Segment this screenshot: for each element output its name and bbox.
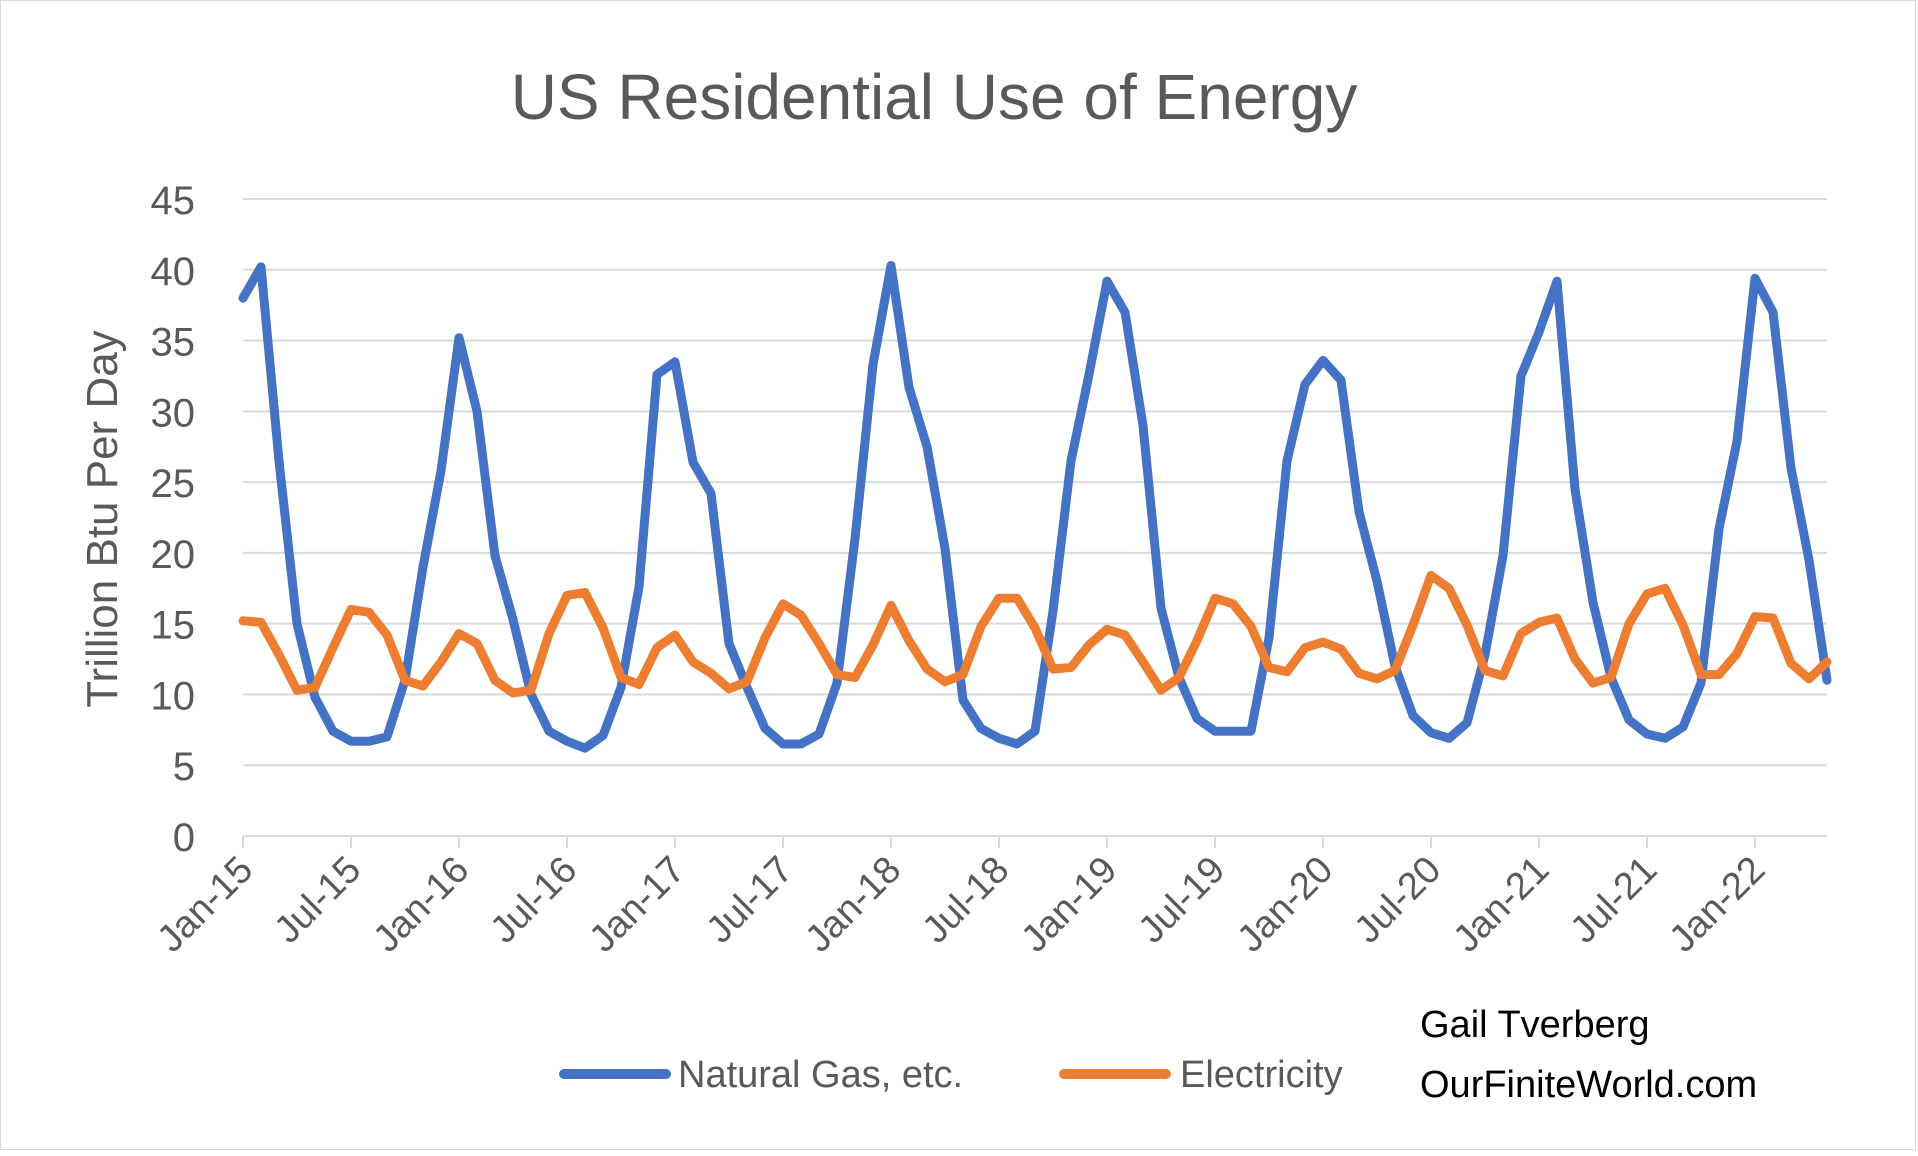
legend: Natural Gas, etc. Electricity xyxy=(559,1054,1343,1096)
x-tick-label: Jan-20 xyxy=(1229,849,1341,961)
x-tick-label: Jul-21 xyxy=(1562,849,1665,952)
y-tick-label: 5 xyxy=(173,745,195,789)
legend-label-electricity: Electricity xyxy=(1180,1054,1343,1096)
x-tick-label: Jan-15 xyxy=(149,849,261,961)
x-tick-label: Jul-16 xyxy=(482,849,585,952)
author-name: Gail Tverberg xyxy=(1420,1004,1650,1046)
x-tick-label: Jul-18 xyxy=(914,849,1017,952)
y-tick-label: 0 xyxy=(173,816,195,860)
y-tick-label: 40 xyxy=(151,250,196,294)
y-tick-label: 25 xyxy=(151,462,196,506)
x-tick-label: Jul-15 xyxy=(266,849,369,952)
x-tick-label: Jul-19 xyxy=(1130,849,1233,952)
x-tick-label: Jan-16 xyxy=(365,849,477,961)
x-tick-label: Jan-19 xyxy=(1013,849,1125,961)
author-website: OurFiniteWorld.com xyxy=(1420,1064,1757,1106)
x-tick-label: Jan-17 xyxy=(581,849,693,961)
y-tick-label: 45 xyxy=(151,179,196,223)
y-axis-label: Trillion Btu Per Day xyxy=(78,330,127,707)
gridlines xyxy=(243,198,1827,767)
legend-label-natural-gas: Natural Gas, etc. xyxy=(678,1054,963,1096)
x-tick-label: Jul-17 xyxy=(698,849,801,952)
x-tick-label: Jan-18 xyxy=(797,849,909,961)
y-tick-labels: 0 5 10 15 20 25 30 35 40 45 xyxy=(151,179,196,860)
x-tick-label: Jul-20 xyxy=(1346,849,1449,952)
y-tick-label: 35 xyxy=(151,321,196,365)
y-tick-label: 15 xyxy=(151,604,196,648)
y-tick-label: 30 xyxy=(151,391,196,435)
series-lines xyxy=(238,261,1832,753)
x-tick-label: Jan-21 xyxy=(1445,849,1557,961)
y-tick-label: 10 xyxy=(151,674,196,718)
chart-title: US Residential Use of Energy xyxy=(511,61,1358,133)
x-tick-label: Jan-22 xyxy=(1661,849,1773,961)
y-tick-label: 20 xyxy=(151,533,196,577)
